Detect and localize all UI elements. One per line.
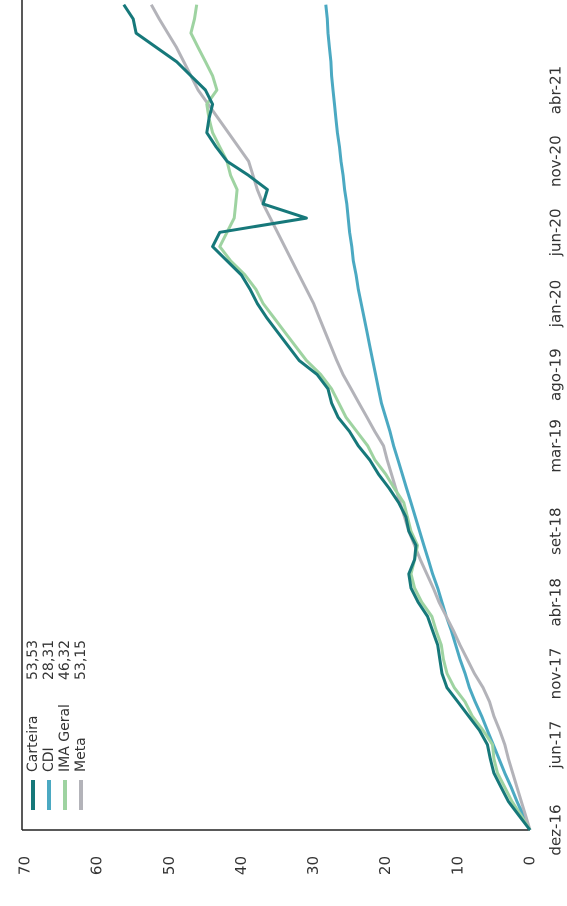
x-tick-label: dez-16: [547, 804, 565, 855]
x-tick-label: mar-19: [547, 419, 565, 473]
series-line: [149, 3, 532, 831]
rotated-plot: 0 10 20 30 40 50 60 70 dez-16 jun-17 nov-17 abr-18 s…: [16, 0, 565, 875]
x-tick-label: jun-17: [547, 721, 565, 770]
legend-value: 28,31: [41, 640, 57, 680]
legend-value: 53,53: [25, 640, 41, 680]
x-tick-label: jan-20: [547, 280, 565, 328]
legend-label: CDI: [41, 747, 57, 772]
y-tick-label: 10: [448, 856, 466, 875]
x-tick-label: jun-20: [547, 208, 565, 257]
y-tick-label: 70: [16, 856, 34, 875]
legend-label: IMA Geral: [57, 704, 73, 772]
y-tick-label: 20: [376, 856, 394, 875]
y-tick-label: 50: [160, 856, 178, 875]
x-tick-label: ago-19: [547, 348, 565, 401]
series-line: [324, 4, 532, 831]
legend-label: Carteira: [25, 716, 41, 772]
x-tick-label: nov-20: [547, 135, 565, 187]
legend: Carteira 53,53 CDI 28,31 IMA Geral 46,32 Meta 5…: [25, 640, 89, 810]
y-tick-label: 60: [88, 856, 106, 875]
y-tick-label: 40: [232, 856, 250, 875]
x-tick-label: set-18: [547, 507, 565, 554]
series-line: [122, 3, 532, 831]
x-tick-label: abr-18: [547, 578, 565, 626]
x-tick-label: nov-17: [547, 648, 565, 700]
x-tick-label: abr-21: [547, 66, 565, 114]
y-tick-label: 0: [521, 856, 539, 866]
y-tick-label: 30: [304, 856, 322, 875]
legend-label: Meta: [73, 737, 89, 772]
legend-value: 53,15: [73, 640, 89, 680]
legend-value: 46,32: [57, 640, 73, 680]
series-line: [189, 4, 532, 831]
